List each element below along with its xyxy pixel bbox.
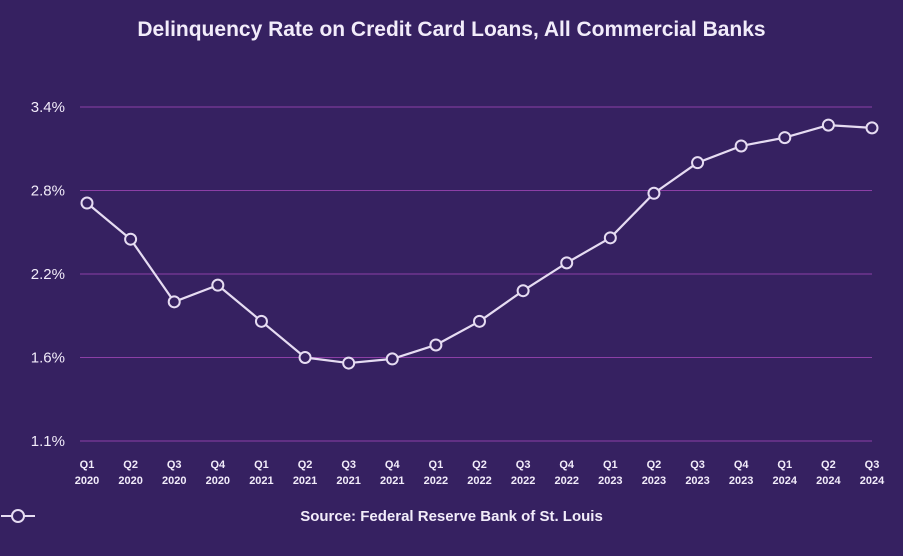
y-tick-label: 2.8% bbox=[31, 183, 65, 200]
data-point bbox=[80, 196, 94, 210]
x-tick-label: 2024 bbox=[816, 475, 841, 487]
x-tick-label: Q1 bbox=[80, 459, 95, 471]
chart-title: Delinquency Rate on Credit Card Loans, A… bbox=[137, 18, 766, 41]
x-tick-label: Q4 bbox=[734, 459, 750, 471]
x-tick-label: 2022 bbox=[554, 475, 578, 487]
x-tick-label: Q2 bbox=[472, 459, 487, 471]
x-tick-label: 2020 bbox=[206, 475, 230, 487]
x-tick-label: 2023 bbox=[642, 475, 666, 487]
data-point bbox=[691, 156, 705, 170]
x-tick-label: 2022 bbox=[424, 475, 448, 487]
x-tick-label: Q1 bbox=[254, 459, 269, 471]
data-point bbox=[778, 131, 792, 145]
x-tick-label: Q2 bbox=[821, 459, 836, 471]
x-tick-label: 2022 bbox=[467, 475, 491, 487]
data-point bbox=[647, 186, 661, 200]
x-tick-label: Q1 bbox=[429, 459, 444, 471]
x-tick-label: Q3 bbox=[865, 459, 880, 471]
data-point bbox=[167, 295, 181, 309]
data-point bbox=[560, 256, 574, 270]
x-tick-label: Q2 bbox=[298, 459, 313, 471]
x-tick-label: Q3 bbox=[690, 459, 705, 471]
data-point bbox=[254, 314, 268, 328]
y-tick-label: 2.2% bbox=[31, 266, 65, 283]
x-tick-label: 2023 bbox=[598, 475, 622, 487]
x-tick-label: Q4 bbox=[385, 459, 401, 471]
x-tick-label: 2020 bbox=[162, 475, 186, 487]
data-point bbox=[385, 352, 399, 366]
legend: Source: Federal Reserve Bank of St. Loui… bbox=[0, 508, 903, 525]
data-point bbox=[473, 314, 486, 328]
x-tick-label: Q1 bbox=[777, 459, 792, 471]
y-tick-label: 1.6% bbox=[31, 350, 65, 367]
data-point bbox=[342, 356, 356, 370]
x-tick-label: Q3 bbox=[516, 459, 531, 471]
x-tick-label: 2023 bbox=[685, 475, 709, 487]
x-tick-label: 2021 bbox=[336, 475, 360, 487]
data-point bbox=[603, 231, 617, 245]
x-tick-label: Q4 bbox=[559, 459, 575, 471]
legend-marker-icon bbox=[1, 509, 35, 523]
y-tick-label: 3.4% bbox=[31, 99, 65, 116]
x-tick-label: 2021 bbox=[249, 475, 273, 487]
y-tick-label: 1.1% bbox=[31, 433, 65, 450]
x-tick-label: 2022 bbox=[511, 475, 535, 487]
legend-label: Source: Federal Reserve Bank of St. Loui… bbox=[300, 508, 603, 525]
x-tick-label: Q2 bbox=[647, 459, 662, 471]
data-point bbox=[734, 139, 748, 153]
x-tick-label: 2024 bbox=[773, 475, 798, 487]
x-tick-label: 2024 bbox=[860, 475, 885, 487]
x-tick-label: 2021 bbox=[293, 475, 317, 487]
data-point bbox=[298, 351, 312, 364]
data-point bbox=[516, 284, 530, 298]
x-tick-label: 2020 bbox=[118, 475, 142, 487]
x-tick-label: 2023 bbox=[729, 475, 753, 487]
x-tick-label: Q3 bbox=[341, 459, 356, 471]
x-tick-label: Q2 bbox=[123, 459, 138, 471]
data-point bbox=[865, 121, 879, 135]
x-tick-label: Q4 bbox=[210, 459, 226, 471]
x-tick-label: 2020 bbox=[75, 475, 99, 487]
data-point bbox=[124, 232, 138, 246]
data-point bbox=[821, 118, 835, 132]
x-tick-label: 2021 bbox=[380, 475, 404, 487]
x-tick-label: Q1 bbox=[603, 459, 618, 471]
x-tick-label: Q3 bbox=[167, 459, 182, 471]
data-point bbox=[211, 278, 225, 292]
data-point bbox=[429, 338, 443, 352]
